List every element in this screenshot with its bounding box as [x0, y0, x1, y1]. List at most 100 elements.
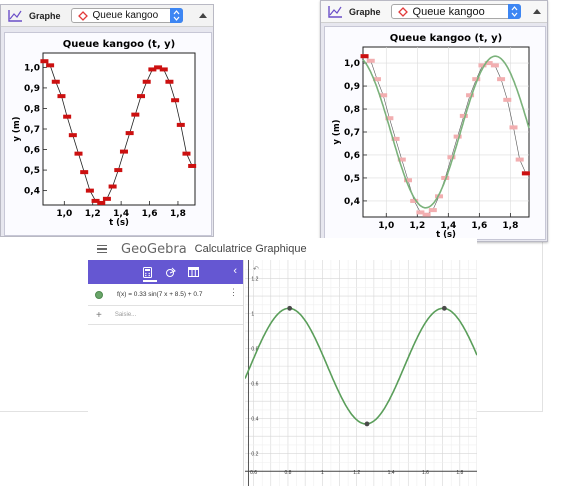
table-tab-icon[interactable] — [186, 265, 200, 279]
data-point — [165, 79, 174, 84]
y-tick-label: 0,6 — [344, 151, 360, 161]
data-point — [503, 97, 512, 102]
y-tick-label: 0,9 — [24, 84, 40, 94]
data-point — [497, 77, 506, 82]
x-tick-label: 0.6 — [250, 470, 257, 476]
visibility-toggle-icon[interactable] — [95, 290, 103, 299]
geogebra-header: GeoGebra Calculatrice Graphique — [88, 238, 477, 260]
x-tick-label: 1,2 — [85, 209, 101, 219]
function-curve — [245, 307, 477, 425]
data-point — [142, 79, 151, 84]
data-point — [91, 198, 100, 203]
algebra-row-function[interactable]: f(x) = 0.33 sin(7 x + 8.5) + 0.7 ⋮ — [88, 284, 243, 306]
data-point — [521, 171, 530, 176]
data-point — [119, 149, 128, 154]
function-definition[interactable]: f(x) = 0.33 sin(7 x + 8.5) + 0.7 — [117, 291, 203, 298]
graph-panel-left: Graphe Queue kangoo Queue kangoo (t, y) 0… — [0, 4, 214, 237]
extremum-point — [287, 305, 293, 311]
extremum-point — [441, 305, 447, 311]
data-point — [478, 63, 487, 68]
graph-label: Graphe — [349, 6, 381, 17]
y-tick-label: 0,5 — [24, 166, 40, 176]
data-point — [360, 54, 369, 59]
active-tab-indicator — [143, 280, 157, 282]
x-tick-label: 1,4 — [113, 209, 129, 219]
y-tick-label: 0.8 — [251, 347, 258, 353]
data-point — [125, 131, 134, 136]
graph-panel-header: Graphe Queue kangoo — [321, 1, 547, 23]
geogebra-graph: 0.2 0.4 0.6 0.8 1 1.2 0.6 0.8 1 1.2 1.4 1.6 1.8 ↶ — [245, 260, 477, 486]
y-tick-label: 1 — [251, 312, 254, 318]
plus-icon[interactable]: + — [96, 309, 102, 321]
geogebra-window: GeoGebra Calculatrice Graphique ‹ f(x) =… — [88, 238, 477, 486]
y-tick-label: 0,8 — [24, 104, 40, 114]
y-tick-label: 1.2 — [251, 277, 258, 283]
x-tick-label: 1,8 — [170, 209, 186, 219]
graph-icon — [328, 5, 342, 18]
data-point — [159, 67, 168, 72]
x-axis-label: t (s) — [436, 230, 456, 239]
extremum-point — [364, 421, 370, 427]
collapse-up-icon[interactable] — [199, 13, 207, 18]
data-point — [40, 59, 49, 64]
y-tick-label: 0,4 — [24, 187, 40, 197]
y-tick-label: 0.6 — [251, 382, 258, 388]
data-point — [410, 198, 419, 203]
data-point — [108, 184, 117, 189]
data-point — [403, 178, 412, 183]
x-tick-label: 1,6 — [142, 209, 158, 219]
calculator-tab-icon[interactable] — [140, 265, 154, 279]
more-options-icon[interactable]: ⋮ — [229, 287, 238, 297]
data-point — [80, 170, 89, 175]
y-tick-label: 1,0 — [24, 63, 40, 73]
collapse-left-icon[interactable]: ‹ — [233, 265, 237, 277]
select-arrows-icon — [507, 4, 521, 19]
data-point — [188, 163, 197, 168]
data-point — [114, 168, 123, 173]
y-tick-label: 0,8 — [344, 105, 360, 115]
hamburger-menu-icon[interactable] — [97, 243, 107, 255]
data-point — [57, 94, 66, 99]
graph-area-right: Queue kangoo (t, y) 0,4 0,5 0,6 0,7 0,8 0,9 1,0… — [324, 26, 546, 240]
data-point — [148, 67, 157, 72]
algebra-view: ‹ f(x) = 0.33 sin(7 x + 8.5) + 0.7 ⋮ + S… — [88, 260, 244, 486]
collapse-up-icon[interactable] — [533, 9, 541, 14]
data-point — [85, 188, 94, 193]
dataset-select[interactable]: Queue kangoo — [70, 8, 183, 23]
x-tick-label: 1,0 — [56, 209, 72, 219]
input-bar[interactable]: Saisie... — [114, 312, 137, 318]
x-tick-label: 1,4 — [440, 221, 456, 231]
data-point — [182, 151, 191, 156]
dataset-select-value: Queue kangoo — [92, 10, 159, 21]
chart-title: Queue kangoo (t, y) — [63, 39, 175, 50]
graph-label: Graphe — [29, 10, 61, 21]
y-tick-label: 0,6 — [24, 146, 40, 156]
data-point — [137, 94, 146, 99]
data-point — [435, 194, 444, 199]
algebra-toolbar: ‹ — [88, 260, 243, 284]
data-point — [509, 125, 518, 130]
dataset-select[interactable]: Queue kangoo — [390, 4, 521, 19]
data-point — [102, 196, 111, 201]
undo-icon: ↶ — [253, 266, 259, 273]
y-tick-label: 0,7 — [344, 128, 360, 138]
x-axis-label: t (s) — [109, 218, 129, 228]
x-tick-label: 1.6 — [422, 470, 429, 476]
data-point — [447, 155, 456, 160]
x-tick-label: 1,8 — [502, 221, 518, 231]
data-point — [397, 157, 406, 162]
data-point — [466, 93, 475, 98]
graph-panel-right: Graphe Queue kangoo Queue kangoo (t, y) 0… — [320, 0, 548, 242]
x-tick-label: 1.2 — [353, 470, 360, 476]
data-point — [472, 77, 481, 82]
tools-tab-icon[interactable] — [163, 265, 177, 279]
diamond-icon — [397, 6, 408, 17]
graphics-view[interactable]: 0.2 0.4 0.6 0.8 1 1.2 0.6 0.8 1 1.2 1.4 1.6 1.8 ↶ — [245, 260, 477, 486]
data-point — [176, 122, 185, 127]
data-point — [154, 65, 163, 70]
algebra-input-row[interactable]: + Saisie... — [88, 306, 243, 325]
data-point — [515, 157, 524, 162]
data-point — [453, 134, 462, 139]
app-title: Calculatrice Graphique — [194, 243, 307, 255]
data-point — [68, 133, 77, 138]
